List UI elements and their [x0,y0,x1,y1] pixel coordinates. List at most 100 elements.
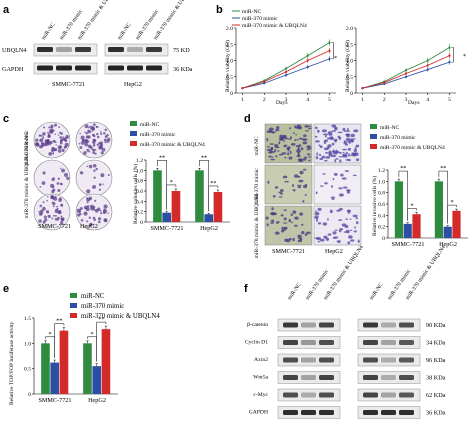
x-tick-label: 4 [306,97,309,103]
invasive-cell [295,134,298,136]
b-right-plot: 0 0.5 1.0 1.5 2.0 1 2 3 4 5 [346,26,456,103]
invasive-cell [347,209,351,212]
bar [41,343,50,394]
culture-dish [75,193,113,231]
invasive-cell [329,209,333,214]
invasive-cell [354,152,359,156]
sig-bracket [166,184,177,210]
bar [171,191,181,222]
colony [86,165,88,168]
invasive-cell [333,139,338,142]
colony [103,131,106,135]
colony [107,173,110,177]
invasive-cell [301,138,306,140]
data-point [284,74,288,77]
data-point [448,54,451,57]
data-point [284,67,288,70]
data-point [404,69,408,72]
data-point [361,87,364,90]
blot-band [363,340,378,345]
colony [86,148,90,152]
y-tick-label: 1.0 [136,168,143,174]
invasive-cell [342,152,345,154]
invasive-cell [268,127,274,131]
invasive-cell [317,240,321,243]
d-row-label: miR-NC [254,136,260,156]
invasive-cell [278,196,283,198]
invasive-cell [332,236,337,239]
y-tick-label: 1.2 [378,168,385,174]
colony [45,142,49,147]
blot-band [56,47,72,52]
invasive-cell [322,133,329,136]
bar [83,343,92,394]
c-legend-text: miR-370 mimic & UBQLN4 [140,142,205,148]
x-tick-label: 5 [448,97,451,103]
x-tick-label: HepG2 [439,241,457,248]
invasive-cell [323,140,327,145]
invasive-cell [353,230,357,233]
colony [60,183,63,186]
invasive-cell [290,213,293,217]
data-point [404,72,408,75]
colony [54,195,57,198]
invasive-cell [303,157,307,161]
invasive-cell [335,126,338,131]
invasive-cell [355,158,360,162]
colony [54,133,56,136]
invasive-cell [345,143,348,146]
blot-band [301,392,316,398]
blot-band [37,47,53,52]
blot-band [283,322,298,328]
blot-band [319,410,334,415]
data-point [306,65,309,69]
blot-band [56,65,72,71]
f-kda-label: 62 KDa [426,392,446,399]
invasive-cell [315,210,317,212]
b-sig: * [334,55,337,62]
invasive-cell [279,136,284,141]
colony [57,177,60,180]
invasive-cell [350,154,353,156]
colony [42,137,44,140]
colony [42,220,46,224]
invasive-cell [354,226,357,229]
invasive-cell [283,217,287,221]
colony [51,146,55,151]
panel-e-label: e [3,283,9,295]
colony [40,144,44,148]
panel-d-images [264,123,362,246]
invasive-cell [298,144,302,146]
invasive-cell [347,241,351,245]
a-row-label: GAPDH [2,66,24,73]
f-lane-label: miR-NC [287,282,303,301]
colony [61,168,65,173]
invasive-cell [334,159,337,163]
colony [46,199,48,202]
invasive-cell [350,239,355,242]
invasive-cell [347,147,351,151]
blot-band [283,392,298,398]
colony [84,142,89,147]
c-legend-swatch [130,131,137,136]
colony [87,129,92,134]
invasive-cell [270,158,276,161]
y-tick-label: 1.0 [24,341,31,347]
invasive-cell [293,224,298,227]
invasive-cell [316,218,318,222]
data-point [306,54,309,57]
invasive-cell [304,193,307,196]
invasive-cell [324,152,330,154]
colony [60,132,63,135]
colony [48,133,51,136]
sig-label: ** [159,154,165,161]
invasive-cell [348,235,353,239]
invasive-cell [314,126,318,130]
blot-band [108,47,124,52]
invasive-cell [319,157,324,161]
blot-band [37,65,53,71]
invasive-cell [346,190,351,194]
invasive-cell [296,184,302,186]
invasive-cell [317,207,322,211]
